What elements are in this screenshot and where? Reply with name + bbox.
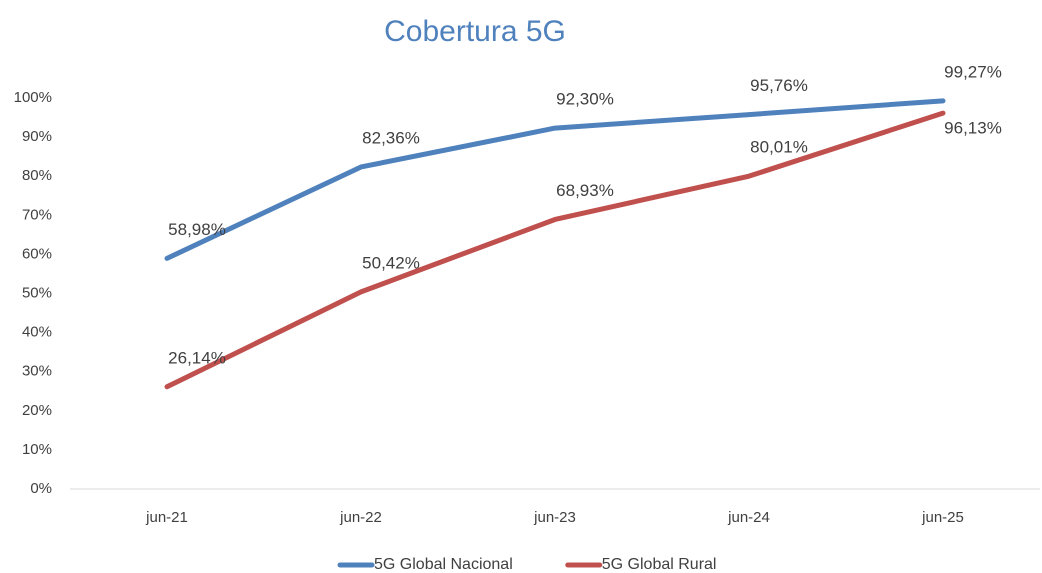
x-tick-label: jun-22 — [339, 509, 382, 526]
y-tick-label: 0% — [30, 480, 52, 497]
data-label: 68,93% — [556, 181, 614, 200]
series-line — [164, 110, 946, 390]
y-tick-label: 60% — [22, 245, 52, 262]
y-tick-label: 40% — [22, 324, 52, 341]
legend-label: 5G Global Nacional — [374, 556, 513, 573]
data-label: 95,76% — [750, 76, 808, 95]
data-label: 92,30% — [556, 90, 614, 109]
x-tick-label: jun-23 — [533, 509, 576, 526]
data-label: 82,36% — [362, 128, 420, 147]
y-tick-label: 80% — [22, 167, 52, 184]
y-tick-label: 70% — [22, 206, 52, 223]
y-tick-label: 90% — [22, 128, 52, 145]
y-tick-label: 50% — [22, 284, 52, 301]
series-line — [164, 98, 946, 261]
data-label: 58,98% — [168, 220, 226, 239]
y-tick-label: 10% — [22, 441, 52, 458]
data-label: 26,14% — [168, 348, 226, 367]
y-tick-label: 100% — [14, 89, 52, 106]
data-label: 50,42% — [362, 253, 420, 272]
y-tick-label: 20% — [22, 402, 52, 419]
x-tick-label: jun-25 — [921, 509, 964, 526]
chart-title: Cobertura 5G — [384, 15, 566, 48]
legend-label: 5G Global Rural — [602, 556, 717, 573]
data-label: 99,27% — [944, 62, 1002, 81]
data-label: 96,13% — [944, 119, 1002, 138]
data-label: 80,01% — [750, 138, 808, 157]
x-tick-label: jun-21 — [145, 509, 188, 526]
y-tick-label: 30% — [22, 363, 52, 380]
x-tick-label: jun-24 — [727, 509, 770, 526]
